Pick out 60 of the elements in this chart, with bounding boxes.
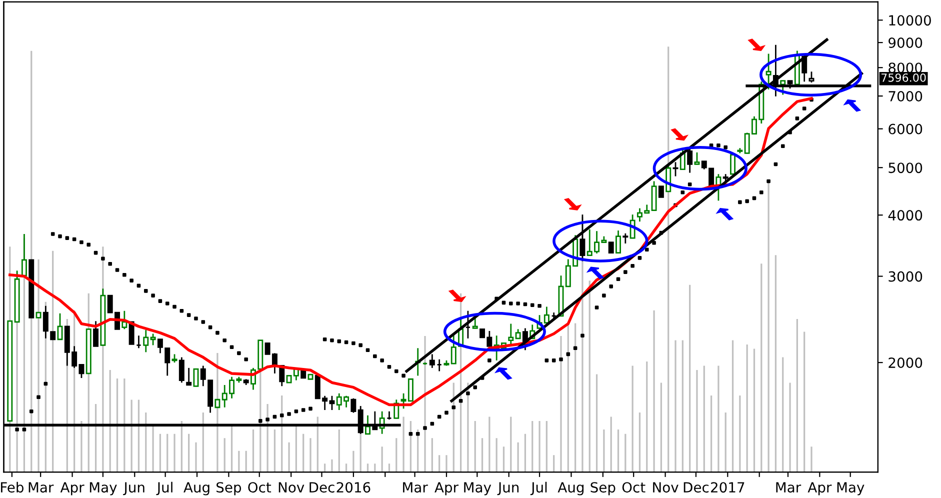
y-tick-label: 2000	[888, 358, 922, 368]
x-tick-label: Jun	[497, 482, 519, 496]
candlestick	[694, 152, 700, 165]
x-tick-label: Feb	[1, 482, 24, 493]
candlestick	[178, 356, 184, 384]
candlestick	[21, 233, 27, 278]
x-tick-label: Mar	[776, 482, 802, 493]
candlestick	[616, 230, 621, 254]
y-tick-label: 6000	[888, 124, 922, 134]
candlestick	[508, 323, 514, 345]
candlestick	[429, 354, 435, 369]
text: 7596.00	[881, 73, 926, 82]
candlestick	[515, 328, 521, 340]
x-tick-label: May	[464, 482, 492, 496]
x-tick-label: Oct	[248, 482, 272, 493]
candlestick	[365, 414, 370, 435]
x-tick-label: Jul	[530, 482, 547, 496]
y-tick-label: 5000	[888, 162, 922, 174]
candlestick	[808, 70, 814, 84]
candlestick	[622, 232, 628, 244]
x-tick-label: Oct	[622, 482, 646, 493]
candlestick	[672, 161, 678, 177]
y-tick-label: 9000	[888, 38, 922, 48]
x-tick-label: May	[837, 482, 864, 496]
candlestick	[780, 80, 786, 96]
x-tick-label: Mar	[403, 482, 428, 493]
x-tick-label: Mar	[28, 482, 54, 493]
candlestick	[57, 312, 63, 340]
x-tick-label: Aug	[184, 482, 210, 496]
x-tick-label: Aug	[558, 482, 584, 496]
x-tick-label: Nov	[278, 482, 304, 493]
x-tick-label: Apr	[60, 482, 84, 496]
candlestick	[608, 242, 614, 254]
x-tick-label: Dec	[684, 482, 709, 493]
x-tick-label: 2017	[711, 482, 744, 493]
x-tick-label: Sep	[216, 482, 242, 496]
candlestick	[658, 186, 664, 198]
y-tick-label: 7000	[888, 90, 922, 102]
x-tick-label: Sep	[590, 482, 616, 496]
x-tick-label: Jun	[123, 482, 144, 496]
candlestick	[150, 333, 156, 346]
candlestick	[350, 398, 356, 414]
x-tick-label: Apr	[434, 482, 458, 496]
candlestick	[766, 53, 772, 90]
candlestick	[93, 320, 99, 347]
x-tick-label: Dec	[310, 482, 334, 493]
x-tick-label: May	[90, 482, 117, 496]
candlestick	[730, 154, 736, 175]
y-tick-label: 10000	[889, 15, 931, 26]
x-tick-label: 2016	[336, 482, 370, 493]
y-tick-label: 3000	[888, 271, 922, 282]
y-tick-label: 4000	[888, 210, 922, 221]
candlestick	[143, 329, 149, 353]
candlestick	[186, 367, 192, 386]
x-tick-label: Jul	[156, 482, 172, 496]
x-tick-label: Nov	[653, 482, 678, 493]
candlestick	[193, 368, 199, 387]
candlestick	[687, 147, 693, 174]
x-tick-label: Apr	[808, 482, 832, 496]
candlestick	[122, 310, 128, 330]
